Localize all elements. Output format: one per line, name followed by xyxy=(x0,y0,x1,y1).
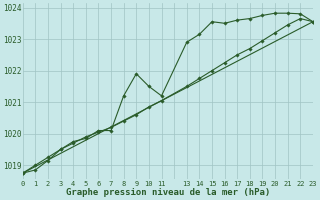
X-axis label: Graphe pression niveau de la mer (hPa): Graphe pression niveau de la mer (hPa) xyxy=(66,188,270,197)
